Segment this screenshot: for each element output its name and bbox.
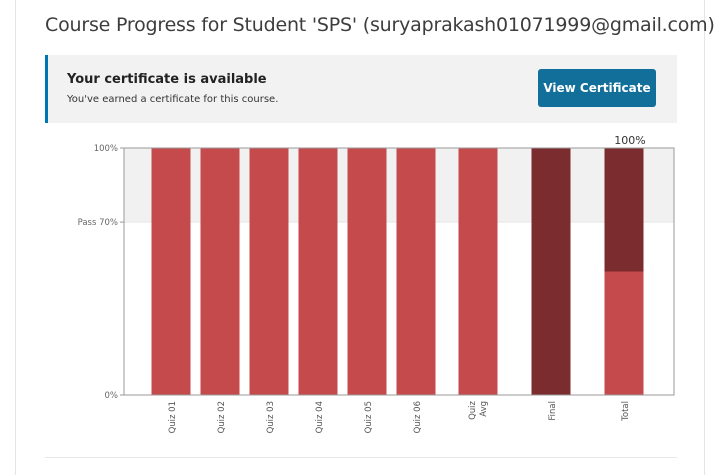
y-tick-label: Pass 70% [78, 218, 118, 228]
bar-total-final [604, 148, 644, 272]
y-tick-label: 100% [94, 144, 118, 154]
plot-frame [123, 147, 675, 396]
section-divider [45, 457, 677, 458]
x-tick-label: Quiz 01 [168, 401, 178, 433]
bar-quiz-01 [151, 148, 191, 395]
page-title: Course Progress for Student 'SPS' (surya… [45, 14, 715, 36]
x-tick-label: Total [621, 401, 631, 422]
x-tick-label: Avg [479, 401, 489, 417]
certificate-notice: Your certificate is available You've ear… [45, 55, 677, 123]
bar-total-quizzes [604, 271, 644, 395]
x-tick-label: Quiz 02 [217, 401, 227, 433]
page-frame-left [15, 0, 16, 475]
x-tick-label: Final [548, 401, 558, 421]
x-tick-label: Quiz [468, 400, 478, 419]
bar-quiz-05 [347, 148, 387, 395]
x-tick-label: Quiz 04 [315, 401, 325, 433]
page-frame-right [704, 0, 705, 475]
bar-quiz-03 [249, 148, 289, 395]
y-tick-label: 0% [105, 391, 119, 401]
bar-quiz-02 [200, 148, 240, 395]
bar-final [531, 148, 571, 395]
bar-quiz-avg [458, 148, 498, 395]
x-tick-label: Quiz 05 [364, 401, 374, 433]
certificate-title: Your certificate is available [67, 72, 267, 87]
total-value-label: 100% [614, 134, 645, 147]
view-certificate-button[interactable]: View Certificate [538, 69, 656, 107]
bar-quiz-06 [396, 148, 436, 395]
x-tick-label: Quiz 06 [413, 401, 423, 433]
x-tick-label: Quiz 03 [266, 401, 276, 433]
certificate-message: You've earned a certificate for this cou… [67, 94, 279, 105]
bar-quiz-04 [298, 148, 338, 395]
